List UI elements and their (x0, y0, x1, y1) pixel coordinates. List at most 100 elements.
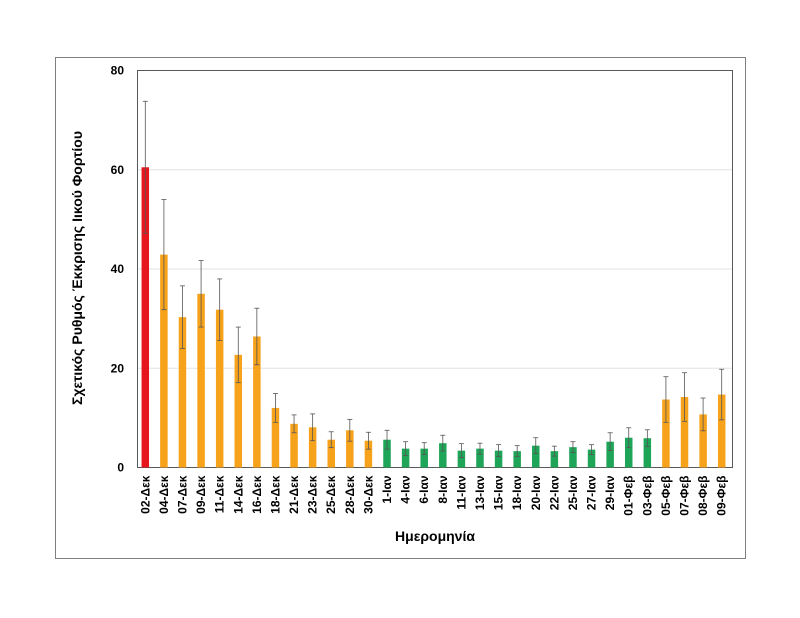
error-bar (198, 260, 204, 328)
error-bar (644, 429, 650, 448)
error-bar (365, 431, 371, 450)
bar (308, 427, 317, 468)
bar (587, 449, 596, 468)
error-bar (254, 307, 260, 366)
x-tick-label: 09-Δεκ (194, 475, 208, 514)
x-tick-label: 25-Ιαν (566, 475, 580, 510)
x-tick-label: 18-Δεκ (268, 475, 282, 514)
error-bar (663, 376, 669, 423)
error-bar (310, 413, 316, 442)
bar (160, 254, 168, 468)
bar (699, 414, 707, 468)
x-tick-label: 01-Φεβ (622, 476, 636, 516)
error-bar (551, 445, 557, 457)
error-bar (161, 199, 167, 311)
bar (550, 451, 559, 468)
error-bar (496, 444, 502, 457)
y-tick-label: 60 (111, 163, 125, 177)
x-tick-label: 4-Ιαν (399, 475, 413, 503)
bar (494, 450, 503, 468)
chart-border (55, 57, 746, 559)
bar (364, 440, 373, 468)
x-tick-label: 1-Ιαν (380, 475, 394, 503)
x-tick-label: 08-Φεβ (696, 476, 710, 516)
bar (662, 399, 670, 468)
x-tick-label: 04-Δεκ (157, 475, 171, 514)
error-bar (626, 427, 632, 449)
bar (569, 447, 577, 468)
error-bar (570, 441, 576, 454)
x-tick-label: 25-Δεκ (324, 475, 338, 514)
error-bar (589, 444, 595, 455)
bars (141, 100, 726, 468)
x-tick-label: 20-Ιαν (529, 475, 543, 510)
x-tick-label: 22-Ιαν (547, 475, 561, 510)
bar (643, 438, 652, 468)
bar (383, 439, 391, 468)
y-axis-title: Σχετικός Ρυθμός Έκκρισης Ιικού Φορτίου (69, 131, 85, 405)
plot-area (137, 70, 733, 468)
x-tick-label: 02-Δεκ (138, 475, 152, 514)
error-bar (533, 437, 539, 455)
bar (717, 394, 726, 468)
bar (327, 439, 335, 468)
bar (439, 443, 447, 468)
error-bar (719, 368, 725, 421)
bar (680, 397, 689, 468)
error-bar (142, 100, 148, 234)
y-tick-label: 40 (111, 262, 125, 276)
x-tick-label: 23-Δεκ (306, 475, 320, 514)
x-tick-label: 09-Φεβ (715, 476, 729, 516)
x-axis-title: Ημερομηνία (395, 528, 475, 544)
error-bar (514, 445, 520, 457)
bar (476, 448, 484, 468)
bar (624, 437, 633, 468)
error-bar (291, 414, 297, 434)
error-bar (217, 278, 223, 341)
error-bar (440, 434, 446, 452)
x-tick-label: 14-Δεκ (231, 475, 245, 514)
y-axis-ticks: 0 20 40 60 80 (111, 64, 125, 475)
x-tick-label: 29-Ιαν (603, 475, 617, 510)
x-tick-label: 13-Ιαν (473, 475, 487, 510)
x-tick-label: 21-Δεκ (287, 475, 301, 514)
x-tick-label: 15-Ιαν (492, 475, 506, 510)
x-tick-label: 30-Δεκ (361, 475, 375, 514)
bar (271, 407, 280, 468)
x-axis-ticks: 02-Δεκ 04-Δεκ 07-Δεκ 09-Δεκ 11-Δεκ 14-Δεκ 16-Δ… (138, 475, 728, 516)
error-bar (477, 442, 483, 455)
bar (457, 450, 466, 468)
error-bar (421, 442, 427, 455)
error-bar (607, 432, 613, 452)
error-bar (682, 372, 688, 422)
bar (420, 448, 428, 468)
error-bar (235, 326, 241, 384)
x-tick-label: 07-Φεβ (678, 476, 692, 516)
x-tick-label: 11-Δεκ (213, 475, 227, 513)
x-tick-label: 6-Ιαν (417, 475, 431, 503)
error-bar (328, 431, 334, 449)
bar (346, 430, 354, 468)
bar (513, 451, 521, 468)
y-tick-label: 80 (111, 64, 125, 78)
x-tick-label: 07-Δεκ (175, 475, 189, 514)
bar (178, 317, 187, 468)
x-tick-label: 11-Ιαν (454, 475, 468, 509)
bar (253, 336, 261, 468)
error-bar (384, 429, 390, 450)
bar (141, 167, 150, 468)
x-tick-label: 8-Ιαν (436, 475, 450, 503)
x-tick-label: 03-Φεβ (640, 476, 654, 516)
y-tick-label: 0 (117, 461, 124, 475)
x-tick-label: 18-Ιαν (510, 475, 524, 510)
error-bar (347, 418, 353, 442)
error-bar (700, 397, 706, 432)
bar (290, 423, 298, 468)
error-bar (403, 441, 409, 456)
x-tick-label: 27-Ιαν (585, 475, 599, 510)
x-tick-label: 05-Φεβ (659, 476, 673, 516)
bar (401, 448, 410, 468)
bar (532, 445, 540, 468)
x-tick-label: 16-Δεκ (250, 475, 264, 514)
